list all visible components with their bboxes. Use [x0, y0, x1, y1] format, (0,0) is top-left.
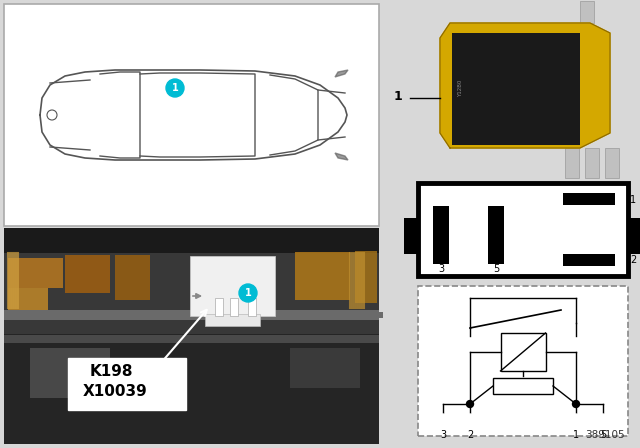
Text: 1: 1: [573, 430, 579, 440]
Bar: [4, 335, 379, 343]
Bar: [4, 310, 379, 320]
Bar: [215, 298, 223, 316]
Text: 1: 1: [172, 83, 179, 93]
Polygon shape: [335, 70, 348, 77]
Text: 3: 3: [438, 264, 444, 274]
Text: 3: 3: [440, 430, 446, 440]
Bar: [418, 183, 628, 276]
Bar: [30, 348, 110, 398]
Text: 1: 1: [393, 90, 402, 103]
Circle shape: [239, 284, 257, 302]
Bar: [8, 258, 63, 288]
Bar: [190, 256, 275, 316]
Text: Y12B0: Y12B0: [458, 79, 463, 97]
Bar: [65, 255, 110, 293]
Bar: [355, 251, 377, 303]
Bar: [205, 314, 260, 326]
Circle shape: [439, 414, 447, 422]
Bar: [628, 218, 640, 254]
Bar: [563, 193, 615, 205]
Bar: [4, 4, 379, 226]
Bar: [418, 286, 628, 436]
Polygon shape: [335, 153, 348, 160]
Bar: [565, 148, 579, 178]
Bar: [248, 298, 256, 316]
Bar: [493, 378, 553, 394]
Circle shape: [166, 79, 184, 97]
Text: 2: 2: [467, 430, 473, 440]
Bar: [4, 334, 379, 444]
Circle shape: [467, 401, 474, 408]
Circle shape: [573, 401, 579, 408]
Bar: [295, 252, 350, 300]
Bar: [115, 255, 150, 300]
Bar: [290, 348, 360, 388]
Circle shape: [572, 414, 580, 422]
Bar: [230, 298, 238, 316]
Bar: [4, 228, 379, 444]
Bar: [4, 228, 379, 253]
Bar: [8, 288, 48, 310]
Bar: [563, 254, 615, 266]
Text: X10039: X10039: [83, 384, 148, 399]
Bar: [404, 218, 418, 254]
Text: 389105: 389105: [586, 430, 625, 440]
Circle shape: [466, 414, 474, 422]
Text: 1: 1: [244, 288, 252, 298]
Bar: [8, 312, 383, 318]
Bar: [605, 148, 619, 178]
Bar: [580, 1, 594, 23]
Bar: [500, 333, 545, 371]
Bar: [68, 358, 186, 410]
Polygon shape: [440, 23, 610, 148]
Bar: [488, 206, 504, 264]
Circle shape: [599, 414, 607, 422]
Text: 5: 5: [600, 430, 606, 440]
Bar: [433, 206, 449, 264]
Text: 5: 5: [493, 264, 499, 274]
Bar: [452, 33, 580, 145]
Text: K198: K198: [90, 364, 134, 379]
Bar: [585, 148, 599, 178]
Text: 2: 2: [630, 255, 636, 265]
Text: 1: 1: [630, 195, 636, 205]
